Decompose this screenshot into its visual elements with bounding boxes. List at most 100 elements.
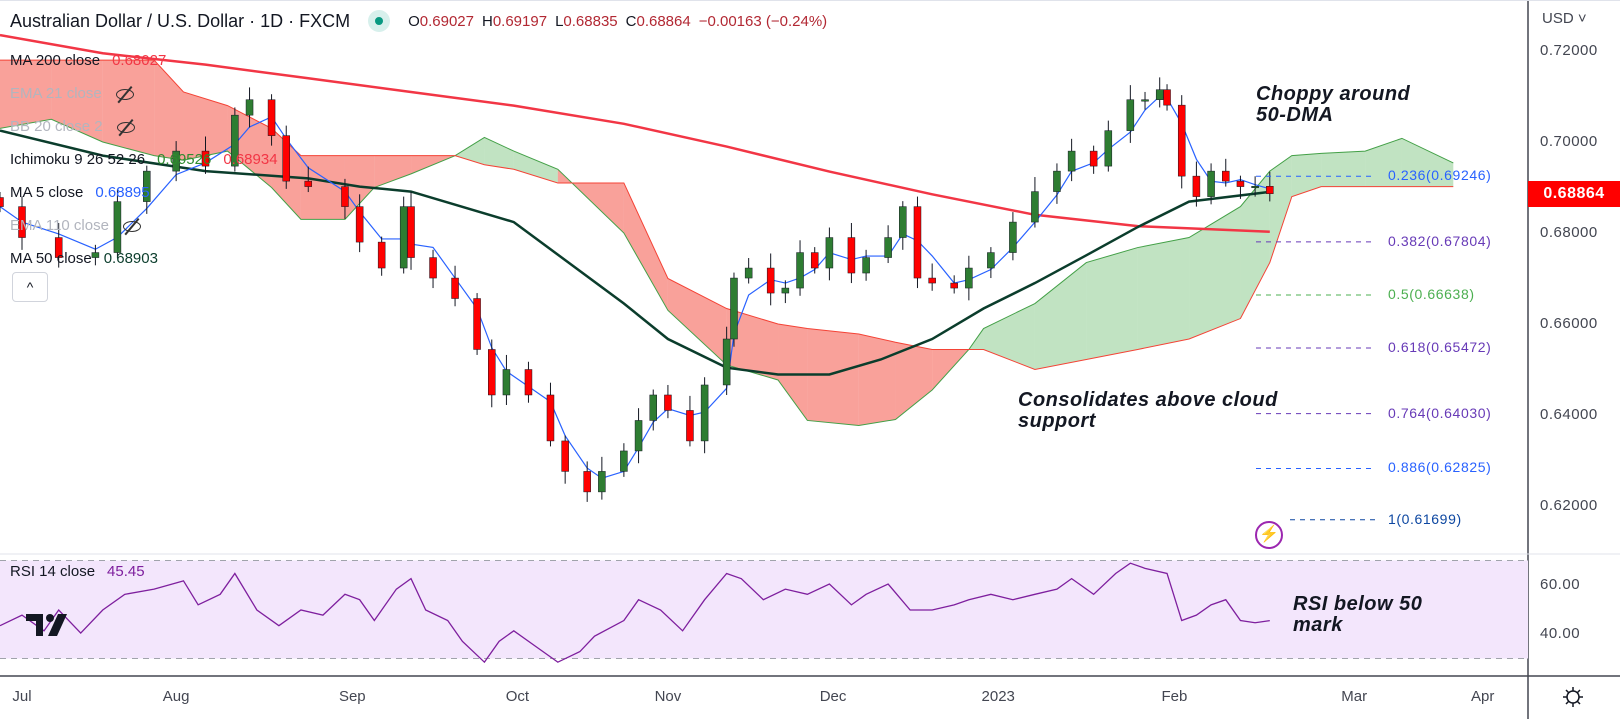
candle-body-down xyxy=(473,298,481,350)
legend-item[interactable]: MA 200 close 0.68027 xyxy=(10,44,278,77)
candle xyxy=(847,222,856,284)
candle xyxy=(620,443,628,477)
legend-item[interactable]: MA 5 close 0.68895 xyxy=(10,176,278,209)
candle-body-down xyxy=(18,206,26,238)
candle xyxy=(987,247,995,279)
collapse-legend-button[interactable]: ^ xyxy=(12,272,48,302)
candle xyxy=(231,107,239,172)
candle-body-up xyxy=(781,287,790,294)
candle xyxy=(862,249,870,281)
ohlc-key: C xyxy=(625,12,637,30)
cloud-segment xyxy=(1086,247,1138,360)
lightning-icon[interactable]: ⚡ xyxy=(1255,521,1283,549)
candle-body-up xyxy=(245,99,254,116)
candle-body-up xyxy=(143,170,151,202)
candle-body-up xyxy=(1207,170,1215,197)
cloud-segment xyxy=(1189,206,1241,340)
legend-item[interactable]: EMA 21 close xyxy=(10,77,278,110)
ma50-path xyxy=(0,129,1270,376)
candle-body-down xyxy=(583,471,591,493)
rsi-band-fill xyxy=(0,560,1528,659)
legend-label: MA 200 close xyxy=(10,52,101,69)
fib-level-label: 0.5(0.66638) xyxy=(1388,285,1475,302)
ohlc-item: L0.68835 xyxy=(555,13,618,30)
annotation-line: Choppy around xyxy=(1256,83,1411,105)
settings-gear-icon[interactable] xyxy=(1562,686,1584,708)
time-tick-label: Aug xyxy=(162,688,190,705)
ohlc-value: 0.69197 xyxy=(492,12,548,30)
candle-body-down xyxy=(1192,175,1201,197)
ohlc-key: L xyxy=(555,12,564,30)
annotation-cloud[interactable]: Consolidates above cloud support xyxy=(1018,390,1278,432)
candle xyxy=(583,461,591,502)
candle-body-up xyxy=(1067,150,1076,172)
candle-body-up xyxy=(1053,170,1061,192)
candle xyxy=(561,435,569,484)
eye-crossed-icon[interactable] xyxy=(114,86,136,102)
cloud-segment xyxy=(183,91,228,161)
candle-body-up xyxy=(231,114,239,167)
candle xyxy=(1089,145,1098,174)
candle xyxy=(950,275,958,294)
candles xyxy=(0,77,1274,502)
fibonacci-retracement[interactable] xyxy=(1256,175,1375,521)
candle xyxy=(282,125,290,189)
candle-body-down xyxy=(913,206,922,279)
time-tick-label: Mar xyxy=(1341,688,1368,705)
candle xyxy=(928,263,936,291)
candle-body-up xyxy=(825,237,834,269)
cloud-segment xyxy=(154,60,184,161)
candle xyxy=(488,339,496,408)
cloud-segment xyxy=(983,303,1035,370)
cloud-segment xyxy=(374,155,412,188)
candle xyxy=(451,265,459,307)
fib-level-label: 0.382(0.67804) xyxy=(1388,232,1492,249)
candle xyxy=(796,240,804,296)
eye-crossed-icon[interactable] xyxy=(115,119,137,135)
price-tick-label: 0.72000 xyxy=(1540,42,1598,59)
candle xyxy=(502,354,511,405)
ohlc-key: O xyxy=(408,12,420,30)
candle xyxy=(1192,161,1201,207)
legend-value: 0.68903 xyxy=(103,250,158,267)
legend-label: EMA 110 close xyxy=(10,217,109,234)
ohlc-item: C0.68864 xyxy=(626,13,691,30)
currency-selector[interactable]: USD ˅ xyxy=(1542,10,1587,27)
candle-body-down xyxy=(686,410,694,442)
candle-body-down xyxy=(766,267,775,294)
candle xyxy=(1009,212,1017,261)
chart-header: Australian Dollar / U.S. Dollar · 1D · F… xyxy=(10,10,827,32)
legend-item[interactable]: MA 50 close 0.68903 xyxy=(10,242,278,275)
candle xyxy=(1067,138,1076,182)
candle xyxy=(1177,95,1186,189)
candle xyxy=(1031,177,1039,228)
ohlc-value: 0.68835 xyxy=(563,12,618,30)
annotation-choppy[interactable]: Choppy around 50-DMA xyxy=(1256,84,1410,126)
candle xyxy=(634,408,643,464)
tradingview-logo-icon[interactable] xyxy=(26,612,72,638)
cloud-segment xyxy=(623,182,668,311)
legend-item[interactable]: BB 20 close 2 xyxy=(10,110,278,143)
rsi-legend: RSI 14 close 45.45 xyxy=(10,563,145,580)
eye-crossed-icon[interactable] xyxy=(121,218,143,234)
candle-body-up xyxy=(862,257,870,274)
candle-body-down xyxy=(928,277,936,284)
candle-body-up xyxy=(899,206,907,238)
legend-item[interactable]: Ichimoku 9 26 52 26 0.69526 0.68934 xyxy=(10,143,278,176)
time-tick-label: Nov xyxy=(654,688,682,705)
candle-body-down xyxy=(341,186,349,207)
candle xyxy=(524,361,533,403)
legend-item[interactable]: EMA 110 close xyxy=(10,209,278,242)
cloud-segment xyxy=(778,324,808,421)
cloud-segment xyxy=(0,60,52,129)
legend-value: 0.68934 xyxy=(223,151,278,168)
annotation-line: RSI below 50 xyxy=(1293,593,1423,615)
candle-body-down xyxy=(1236,180,1245,187)
symbol-title[interactable]: Australian Dollar / U.S. Dollar · 1D · F… xyxy=(10,10,351,31)
annotation-rsi[interactable]: RSI below 50 mark xyxy=(1293,594,1422,636)
legend-label: Ichimoku 9 26 52 26 xyxy=(10,151,146,168)
cloud-segment xyxy=(455,137,485,165)
candle xyxy=(143,165,151,214)
candle-body-up xyxy=(399,206,408,269)
